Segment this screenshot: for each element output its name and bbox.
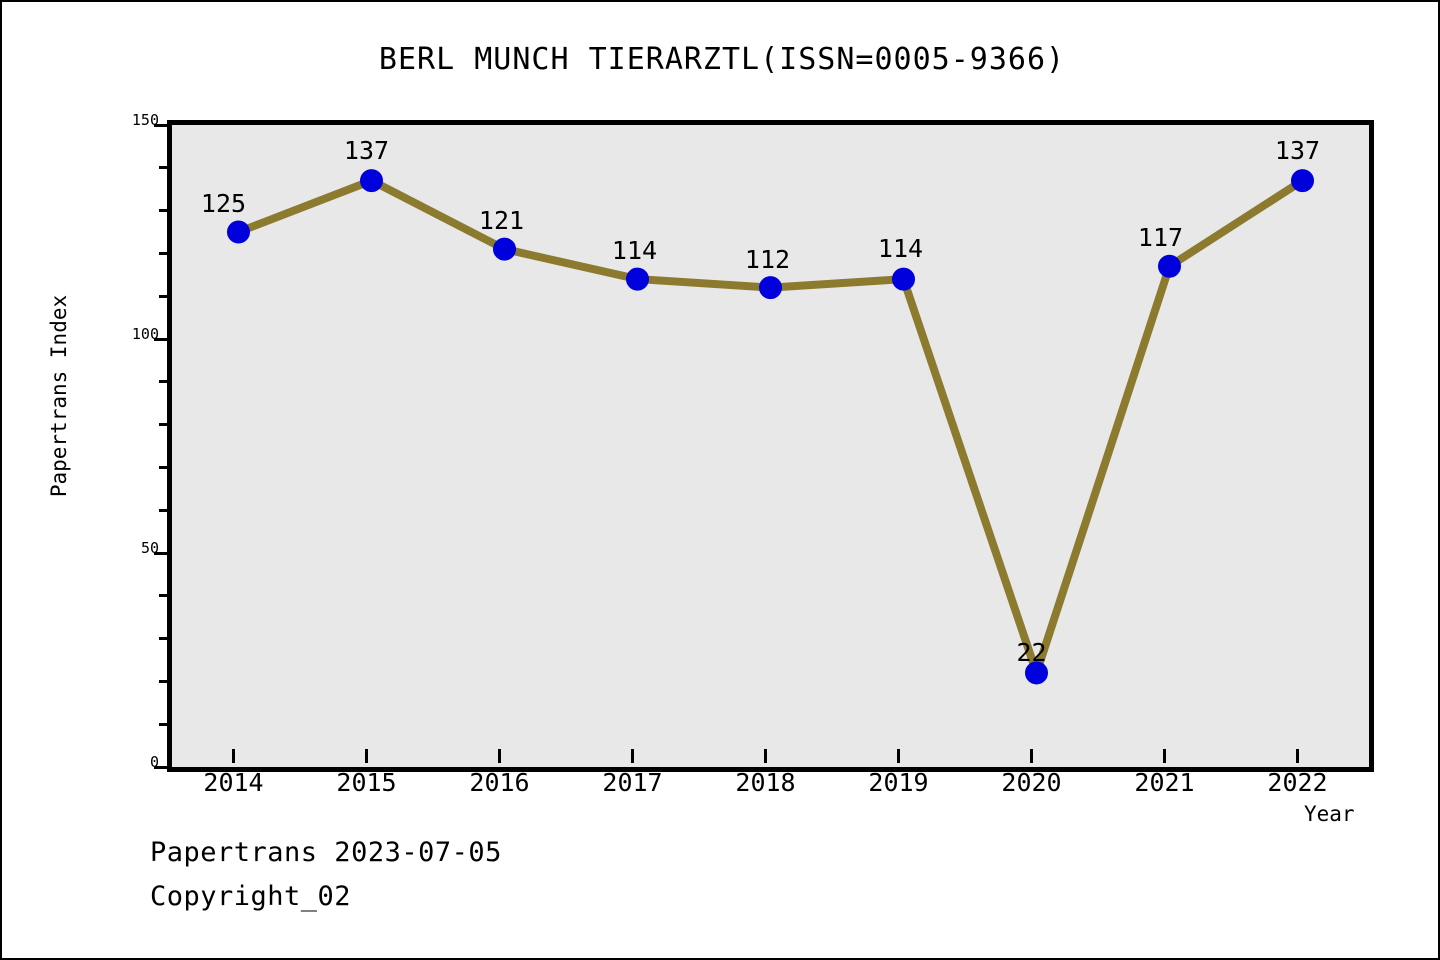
data-point-marker[interactable] xyxy=(759,276,782,300)
y-axis-tick-label: 150 xyxy=(131,111,159,129)
x-axis-ticks xyxy=(167,749,1364,763)
x-axis-tick-label: 2018 xyxy=(735,768,796,797)
data-point-marker[interactable] xyxy=(1158,254,1181,278)
y-axis-major-tick xyxy=(154,123,172,127)
x-axis-tick-label: 2015 xyxy=(336,768,397,797)
y-axis-minor-tick xyxy=(159,209,172,213)
footer-date-line: Papertrans 2023-07-05 xyxy=(150,837,502,868)
x-axis-tick xyxy=(897,749,900,763)
x-axis-labels: 2014 2015 2016 2017 2018 2019 2020 2021 2022 xyxy=(167,768,1364,802)
chart-title: BERL MUNCH TIERARZTL(ISSN=0005-9366) xyxy=(378,42,1066,77)
data-point-marker[interactable] xyxy=(626,267,649,291)
y-axis-minor-tick xyxy=(159,294,172,298)
y-axis-minor-tick xyxy=(159,166,172,170)
x-axis-title: Year xyxy=(1304,802,1355,826)
data-point-marker[interactable] xyxy=(892,267,915,291)
footer-copyright-line: Copyright_02 xyxy=(150,881,352,912)
x-axis-tick xyxy=(1163,749,1166,763)
y-axis-minor-tick xyxy=(159,423,172,427)
y-axis-minor-tick xyxy=(159,722,172,726)
y-axis-major-tick xyxy=(154,551,172,555)
x-axis-tick xyxy=(631,749,634,763)
x-axis-tick-label: 2019 xyxy=(868,768,929,797)
x-axis-tick-label: 2020 xyxy=(1001,768,1062,797)
data-point-marker[interactable] xyxy=(227,220,250,244)
y-axis-tick-label: 0 xyxy=(149,753,159,771)
x-axis-tick-label: 2014 xyxy=(203,768,264,797)
plot-inner xyxy=(172,125,1369,767)
y-axis-tick-label: 100 xyxy=(131,325,159,343)
y-axis-minor-tick xyxy=(159,508,172,512)
x-axis-tick xyxy=(232,749,235,763)
y-axis-major-tick xyxy=(154,765,172,769)
x-axis-tick xyxy=(764,749,767,763)
x-axis-tick-label: 2022 xyxy=(1267,768,1328,797)
footer: Papertrans 2023-07-05 Copyright_02 xyxy=(150,837,502,925)
y-axis-minor-tick xyxy=(159,594,172,598)
x-axis-tick xyxy=(1030,749,1033,763)
y-axis-title: Papertrans Index xyxy=(47,294,71,498)
y-axis-labels: 0 50 100 150 xyxy=(107,111,159,771)
x-axis-tick xyxy=(1296,749,1299,763)
y-axis-major-tick xyxy=(154,337,172,341)
y-axis-minor-tick xyxy=(159,465,172,469)
x-axis-tick-label: 2021 xyxy=(1134,768,1195,797)
y-axis-minor-tick xyxy=(159,679,172,683)
x-axis-tick xyxy=(498,749,501,763)
y-axis-minor-tick xyxy=(159,380,172,384)
x-axis-tick xyxy=(365,749,368,763)
y-axis-minor-tick xyxy=(159,251,172,255)
data-point-marker[interactable] xyxy=(360,169,383,193)
x-axis-tick-label: 2016 xyxy=(469,768,530,797)
x-axis-tick-label: 2017 xyxy=(602,768,663,797)
data-point-marker[interactable] xyxy=(1025,661,1048,685)
series-line-chart xyxy=(227,169,1314,686)
series-line xyxy=(237,176,1305,686)
y-axis-minor-tick xyxy=(159,637,172,641)
data-point-marker[interactable] xyxy=(493,237,516,261)
data-point-marker[interactable] xyxy=(1291,169,1314,193)
plot-area xyxy=(154,120,1374,772)
